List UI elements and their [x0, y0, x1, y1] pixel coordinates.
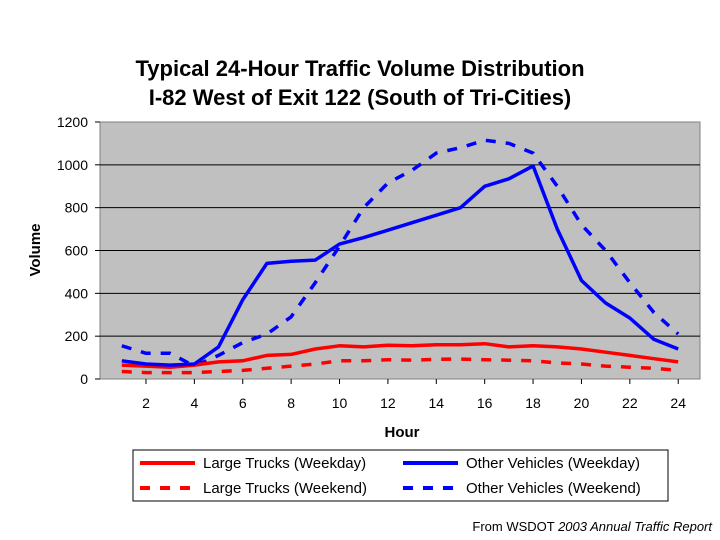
x-tick-label: 8: [287, 395, 295, 411]
legend-label: Other Vehicles (Weekend): [466, 480, 641, 497]
legend-label: Large Trucks (Weekday): [203, 455, 366, 472]
x-tick-label: 6: [239, 395, 247, 411]
legend: Large Trucks (Weekday) Other Vehicles (We…: [132, 449, 669, 502]
x-tick-label: 12: [380, 395, 396, 411]
y-axis-title: Volume: [27, 223, 44, 276]
x-tick-label: 16: [477, 395, 493, 411]
series-line-other-vehicles-weekday: [121, 164, 679, 367]
x-tick-label: 4: [190, 395, 198, 411]
legend-box: [132, 449, 669, 502]
x-tick-label: 24: [670, 395, 686, 411]
x-axis-title: Hour: [385, 424, 420, 441]
y-tick-label: 200: [65, 328, 89, 344]
x-tick-label: 18: [525, 395, 541, 411]
source-note: From WSDOT 2003 Annual Traffic Report: [472, 519, 712, 534]
x-tick-label: 22: [622, 395, 638, 411]
y-axis-ticks: 0 200 400 600 800 1000 1200: [57, 114, 100, 387]
series-lines: [121, 138, 680, 375]
series-line-large-trucks-weekend: [121, 357, 679, 375]
x-tick-label: 2: [142, 395, 150, 411]
x-tick-label: 10: [332, 395, 348, 411]
y-tick-label: 1000: [57, 157, 88, 173]
series-line-other-vehicles-weekend: [121, 138, 680, 368]
x-tick-label: 14: [429, 395, 445, 411]
x-axis-ticks: 2 4 6 8 10 12 14 16 18 20 22 24: [142, 379, 686, 411]
legend-label: Other Vehicles (Weekday): [466, 455, 640, 472]
x-tick-label: 20: [574, 395, 590, 411]
chart-title-line-2: I-82 West of Exit 122 (South of Tri-Citi…: [149, 85, 572, 110]
legend-label: Large Trucks (Weekend): [203, 480, 367, 497]
y-tick-label: 0: [80, 371, 88, 387]
y-tick-label: 800: [65, 200, 89, 216]
series-line-large-trucks-weekday: [121, 341, 679, 369]
grid-lines: [100, 164, 700, 337]
y-tick-label: 1200: [57, 114, 88, 130]
y-tick-label: 600: [65, 243, 89, 259]
source-prefix: From WSDOT: [472, 519, 559, 534]
y-tick-label: 400: [65, 285, 89, 301]
chart-title-line-1: Typical 24-Hour Traffic Volume Distribut…: [135, 56, 584, 81]
source-publication: 2003 Annual Traffic Report: [558, 519, 712, 534]
